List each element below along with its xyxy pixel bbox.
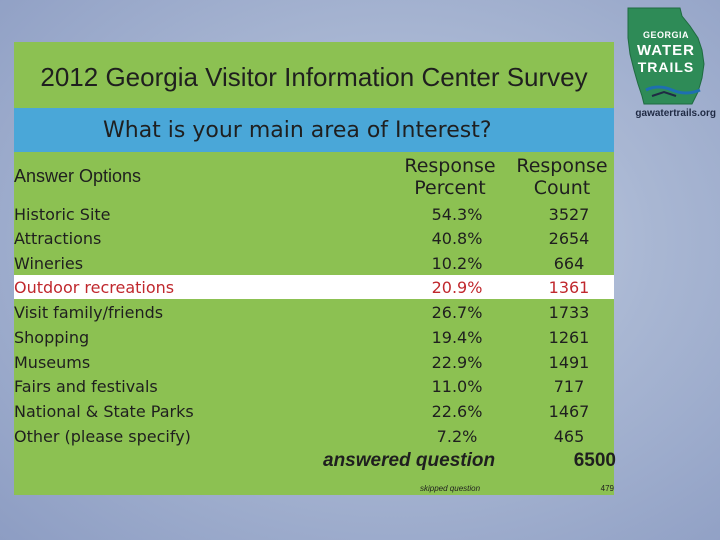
table-row-highlighted: Outdoor recreations 20.9% 1361 [14, 275, 614, 299]
row-option: Museums [14, 353, 91, 372]
row-count: 1491 [548, 353, 590, 372]
georgia-water-trails-logo: GEORGIA WATER TRAILS gawatertrails.org [616, 4, 716, 124]
row-option: Attractions [14, 229, 102, 248]
table-row: Shopping 19.4% 1261 [14, 325, 614, 349]
skipped-question-label: skipped question [420, 484, 481, 493]
row-count: 1467 [548, 402, 590, 421]
row-percent: 26.7% [431, 303, 483, 322]
row-count: 3527 [548, 205, 590, 224]
logo-trails-text: TRAILS [637, 59, 695, 75]
row-option: Shopping [14, 328, 90, 347]
logo-water-text: WATER [636, 42, 696, 59]
table-row: Attractions 40.8% 2654 [14, 226, 614, 250]
header-response-percent-line2: Percent [414, 177, 486, 199]
table-row: Other (please specify) 7.2% 465 [14, 424, 614, 448]
table-row: Wineries 10.2% 664 [14, 251, 614, 275]
row-option: Other (please specify) [14, 427, 191, 446]
row-percent: 11.0% [431, 377, 483, 396]
survey-table-panel [14, 152, 614, 495]
row-count: 465 [553, 427, 585, 446]
row-percent: 20.9% [431, 278, 483, 297]
table-row: Museums 22.9% 1491 [14, 350, 614, 374]
header-response-count-line2: Count [533, 177, 591, 199]
row-count: 2654 [548, 229, 590, 248]
skipped-question-value: 479 [600, 484, 614, 493]
table-row: Historic Site 54.3% 3527 [14, 202, 614, 226]
row-percent: 54.3% [431, 205, 483, 224]
header-response-percent: Response Percent [398, 155, 502, 199]
table-row: Fairs and festivals 11.0% 717 [14, 374, 614, 398]
row-count: 1361 [548, 278, 590, 297]
header-response-count-line1: Response [516, 155, 608, 177]
table-row: Visit family/friends 26.7% 1733 [14, 300, 614, 324]
row-option: Historic Site [14, 205, 111, 224]
row-percent: 19.4% [431, 328, 483, 347]
row-option: Outdoor recreations [14, 278, 175, 297]
slide-title-text: 2012 Georgia Visitor Information Center … [40, 62, 588, 92]
slide-title: 2012 Georgia Visitor Information Center … [14, 42, 614, 108]
row-count: 717 [553, 377, 585, 396]
row-percent: 22.9% [431, 353, 483, 372]
question-text: What is your main area of Interest? [103, 117, 492, 143]
row-option: Fairs and festivals [14, 377, 158, 396]
row-percent: 10.2% [431, 254, 483, 273]
logo-url-text: gawatertrails.org [635, 108, 716, 119]
row-percent: 40.8% [431, 229, 483, 248]
question-band: What is your main area of Interest? [14, 108, 614, 152]
logo-georgia-text: GEORGIA [642, 30, 689, 40]
header-answer-options: Answer Options [14, 166, 142, 186]
row-count: 664 [553, 254, 585, 273]
table-row: National & State Parks 22.6% 1467 [14, 399, 614, 423]
header-response-percent-line1: Response [404, 155, 496, 177]
georgia-state-icon [627, 7, 705, 105]
row-count: 1733 [548, 303, 590, 322]
row-count: 1261 [548, 328, 590, 347]
answered-question-value: 6500 [573, 450, 616, 471]
row-percent: 22.6% [431, 402, 483, 421]
header-response-count: Response Count [514, 155, 610, 199]
row-percent: 7.2% [436, 427, 478, 446]
answered-question-label: answered question [323, 450, 496, 471]
row-option: National & State Parks [14, 402, 194, 421]
row-option: Wineries [14, 254, 84, 273]
row-option: Visit family/friends [14, 303, 164, 322]
